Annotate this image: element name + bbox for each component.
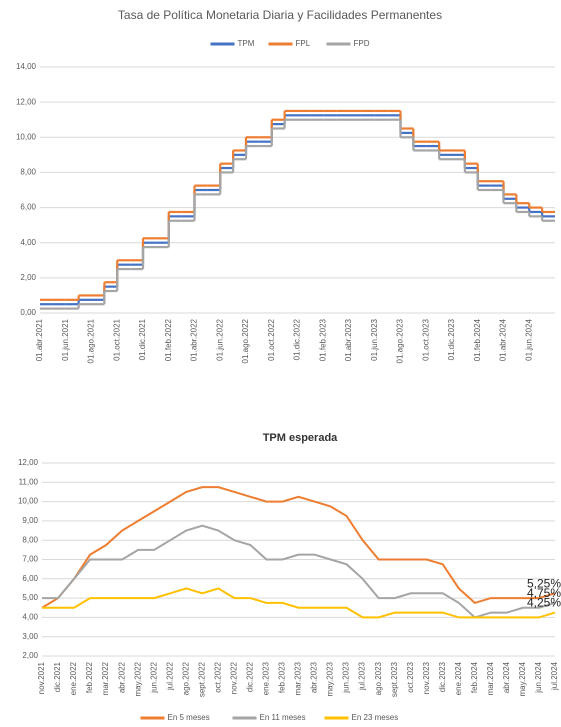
y-tick-label: 6,00	[22, 574, 38, 583]
x-tick-label: ago.2022	[181, 661, 190, 695]
y-tick-label: 4,00	[22, 613, 38, 622]
x-tick-label: 01.oct.2022	[267, 318, 276, 360]
value-label: 5,25%	[527, 576, 561, 590]
y-tick-label: 12,00	[16, 97, 37, 106]
x-tick-label: nov.2023	[422, 661, 431, 694]
legend-label: En 11 meses	[260, 713, 306, 722]
x-tick-label: mar.2023	[294, 661, 303, 695]
x-tick-label: 01.jun.2022	[215, 318, 224, 360]
x-tick-label: jul.2022	[165, 661, 174, 691]
x-tick-label: dic.2021	[53, 661, 62, 692]
y-tick-label: 10,00	[16, 132, 37, 141]
y-tick-label: 5,00	[22, 593, 38, 602]
x-tick-label: sept.2022	[197, 661, 206, 697]
x-tick-label: 01.abr.2024	[499, 318, 508, 361]
x-tick-label: oct.2023	[406, 661, 415, 692]
y-tick-label: 2,00	[20, 273, 36, 282]
x-tick-label: 01.dic.2022	[293, 318, 302, 360]
x-tick-label: 01.feb.2023	[318, 318, 327, 361]
x-tick-label: oct.2022	[213, 661, 222, 692]
x-tick-label: feb.2023	[278, 661, 287, 693]
x-tick-label: 01.jun.2024	[524, 318, 533, 360]
x-tick-label: 01.oct.2023	[421, 318, 430, 360]
y-tick-label: 6,00	[20, 203, 36, 212]
x-tick-label: jun.2022	[149, 661, 158, 693]
y-tick-label: 14,00	[16, 62, 37, 71]
y-tick-label: 11,00	[19, 477, 39, 486]
y-tick-label: 4,00	[20, 238, 36, 247]
x-tick-label: abr.2024	[502, 661, 511, 693]
x-tick-label: 01.ago.2021	[87, 318, 96, 363]
x-tick-label: 01.feb.2024	[473, 318, 482, 361]
line	[42, 524, 556, 619]
legend-label: En 5 meses	[168, 713, 210, 722]
y-tick-label: 0,00	[20, 308, 36, 317]
x-tick-label: may.2022	[133, 661, 142, 696]
chart-title: TPM esperada	[263, 432, 338, 444]
x-tick-label: 01.jun.2021	[61, 318, 70, 360]
x-tick-label: jul.2023	[358, 661, 367, 691]
legend-label: En 23 meses	[352, 713, 399, 722]
x-tick-label: jun.2023	[342, 661, 351, 693]
x-tick-label: jun.2024	[534, 661, 543, 693]
y-tick-label: 3,00	[22, 632, 38, 641]
x-tick-label: 01.ago.2023	[396, 318, 405, 363]
x-tick-label: ene.2024	[454, 661, 463, 695]
x-tick-label: 01.feb.2022	[164, 318, 173, 361]
x-tick-label: 01.dic.2023	[447, 318, 456, 360]
x-tick-label: 01.abr.2022	[190, 318, 199, 361]
x-tick-label: ago.2023	[374, 661, 383, 695]
x-tick-label: 01.jun.2023	[370, 318, 379, 360]
x-tick-label: nov.2021	[37, 661, 46, 694]
legend-label: FPL	[296, 39, 311, 48]
y-tick-label: 2,00	[22, 651, 38, 660]
legend-label: FPD	[354, 39, 370, 48]
y-tick-label: 8,00	[22, 535, 38, 544]
chart-title: Tasa de Política Monetaria Diaria y Faci…	[118, 8, 442, 22]
x-tick-label: 01.oct.2021	[112, 318, 121, 360]
x-tick-label: dic.2023	[438, 661, 447, 692]
legend-label: TPM	[238, 39, 255, 48]
x-tick-label: 01.abr.2023	[344, 318, 353, 361]
y-tick-label: 7,00	[22, 555, 38, 564]
value-label: 4,75%	[527, 586, 561, 600]
y-tick-label: 12,00	[18, 458, 39, 467]
value-label: 4,25%	[527, 596, 561, 610]
x-tick-label: ene.2023	[262, 661, 271, 695]
line	[41, 486, 556, 609]
x-tick-label: nov.2022	[229, 661, 238, 694]
y-tick-label: 9,00	[22, 516, 38, 525]
x-tick-label: may.2023	[326, 661, 335, 696]
x-tick-label: jul.2024	[550, 661, 559, 691]
x-tick-label: dic.2022	[246, 661, 255, 692]
x-tick-label: abr.2022	[117, 661, 126, 693]
x-tick-label: sept.2023	[390, 661, 399, 697]
x-tick-label: abr.2023	[310, 661, 319, 693]
x-tick-label: 01.ago.2022	[241, 318, 250, 363]
y-tick-label: 10,00	[18, 497, 39, 506]
x-tick-label: feb.2022	[85, 661, 94, 693]
x-tick-label: 01.dic.2021	[138, 318, 147, 360]
x-tick-label: 01.abr.2021	[35, 318, 44, 361]
x-tick-label: feb.2024	[470, 661, 479, 693]
x-tick-label: ene.2022	[69, 661, 78, 695]
x-tick-label: may.2024	[518, 661, 527, 696]
x-tick-label: mar.2022	[101, 661, 110, 695]
x-tick-label: mar.2024	[486, 661, 495, 695]
line	[42, 587, 556, 619]
y-tick-label: 8,00	[20, 168, 36, 177]
